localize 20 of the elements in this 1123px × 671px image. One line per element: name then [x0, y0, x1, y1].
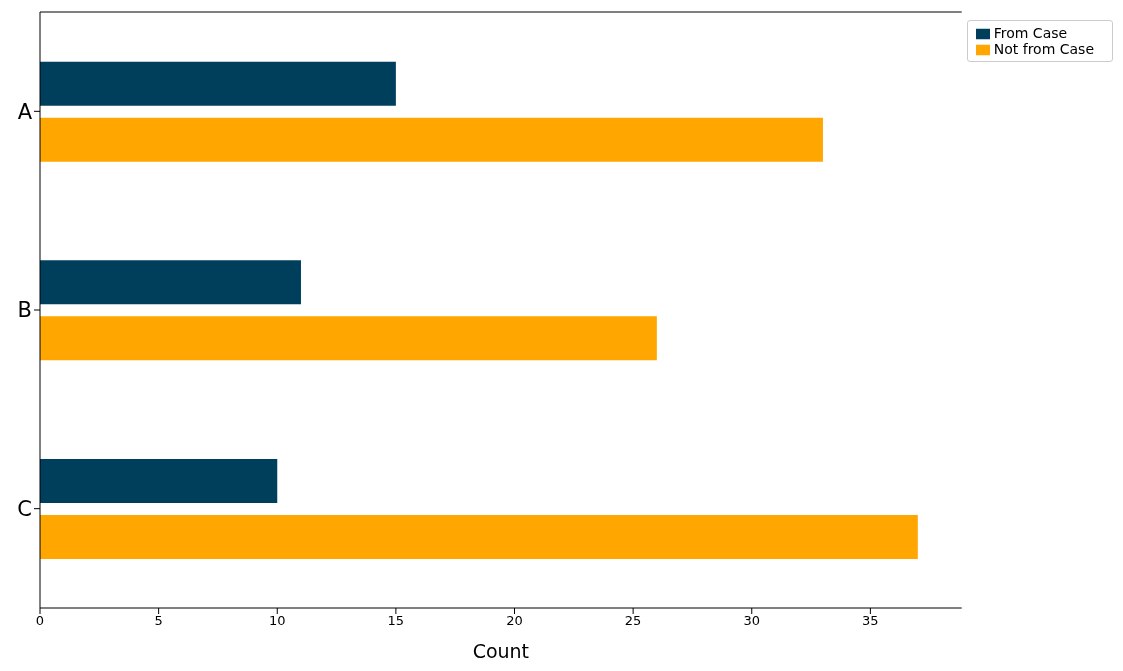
- x-tick-label: 15: [387, 613, 405, 629]
- legend-label: From Case: [993, 25, 1068, 41]
- legend-label: Not from Case: [993, 41, 1094, 57]
- bar: [40, 316, 657, 361]
- x-tick-label: 0: [35, 613, 45, 629]
- y-tick-label: C: [17, 497, 32, 522]
- x-tick-label: 10: [268, 613, 286, 629]
- x-tick-label: 35: [862, 613, 879, 629]
- x-tick-label: 30: [743, 613, 761, 629]
- bar: [40, 260, 301, 305]
- y-tick-label: A: [17, 99, 33, 124]
- x-axis-title: Count: [472, 640, 530, 662]
- x-tick-label: 25: [624, 613, 642, 629]
- bar: [40, 61, 396, 106]
- bar: [40, 117, 823, 162]
- bar: [40, 515, 918, 559]
- x-tick-label: 20: [506, 613, 523, 629]
- bar: [40, 459, 278, 503]
- x-tick-label: 5: [154, 613, 163, 629]
- y-tick-label: B: [17, 298, 32, 323]
